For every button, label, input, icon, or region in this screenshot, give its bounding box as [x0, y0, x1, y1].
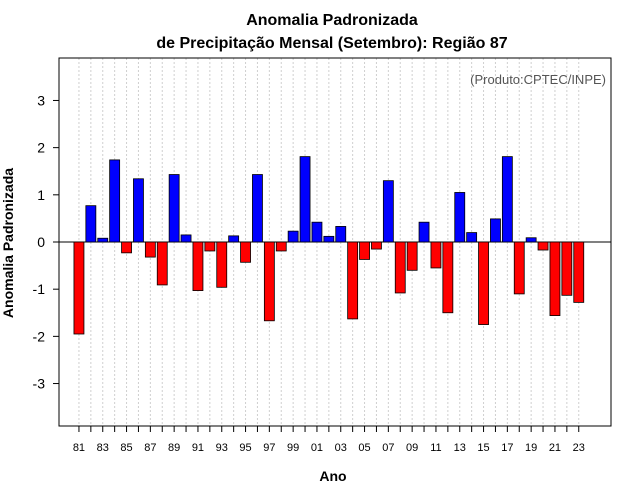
x-tick-label: 15: [477, 442, 489, 454]
bar-89: [168, 174, 180, 243]
x-tick-label: 13: [454, 442, 466, 454]
bar-18: [513, 241, 525, 295]
x-tick-label: 09: [406, 442, 418, 454]
x-tick-label: 03: [335, 442, 347, 454]
bar-10: [418, 221, 430, 243]
bar-81: [73, 241, 85, 335]
y-tick-label: 2: [37, 140, 45, 156]
y-tick-label: 0: [37, 234, 45, 250]
credit-text: (Produto:CPTEC/INPE): [470, 72, 606, 87]
y-tick-label: 1: [37, 187, 45, 203]
bar-11: [430, 241, 442, 269]
y-axis-label: Anomalia Padronizada: [0, 168, 16, 318]
x-axis: 81 83 85 87 89 91 93 95 97 99 01 03 05 07 09 11 13 15 17 19…: [73, 426, 585, 454]
bar-13: [454, 192, 466, 243]
x-axis-label: Ano: [319, 468, 346, 484]
bar-19: [525, 237, 537, 243]
bar-00: [299, 156, 311, 243]
x-tick-label: 95: [239, 442, 251, 454]
y-tick-label: -3: [33, 376, 46, 392]
x-tick-label: 89: [168, 442, 180, 454]
bar-83: [97, 237, 109, 243]
bar-07: [382, 180, 394, 243]
bar-05: [359, 241, 370, 260]
plot-frame: [58, 57, 612, 427]
x-tick-label: 99: [287, 442, 299, 454]
x-tick-label: 97: [263, 442, 275, 454]
bar-88: [156, 241, 168, 286]
bar-20: [537, 241, 549, 251]
bar-91: [192, 241, 204, 291]
y-tick-label: -1: [33, 281, 46, 297]
chart-title-line2: de Precipitação Mensal (Setembro): Regiã…: [156, 35, 507, 52]
bar-85: [121, 241, 132, 254]
x-tick-label: 83: [97, 442, 109, 454]
bars: [73, 156, 585, 335]
chart-title-line1: Anomalia Padronizada: [246, 12, 418, 29]
bar-21: [549, 241, 561, 316]
bar-95: [240, 241, 251, 263]
bar-08: [394, 241, 406, 294]
bar-22: [561, 241, 573, 296]
x-tick-label: 85: [120, 442, 132, 454]
bar-23: [573, 241, 585, 303]
bar-03: [335, 226, 347, 243]
bar-01: [311, 221, 323, 243]
bar-14: [466, 232, 478, 243]
bar-96: [252, 174, 263, 243]
bar-02: [323, 235, 335, 243]
bar-15: [478, 241, 489, 325]
x-tick-label: 23: [573, 442, 585, 454]
y-axis: -3 -2 -1 0 1 2 3: [33, 92, 59, 392]
bar-90: [180, 234, 192, 243]
bar-16: [490, 218, 501, 243]
bar-94: [228, 235, 240, 243]
x-tick-label: 93: [216, 442, 228, 454]
bar-12: [442, 241, 454, 314]
bar-98: [275, 241, 287, 252]
x-tick-label: 87: [144, 442, 156, 454]
bar-87: [144, 241, 156, 258]
bar-09: [406, 241, 418, 271]
x-tick-label: 07: [382, 442, 394, 454]
bar-92: [204, 241, 216, 252]
x-tick-label: 19: [525, 442, 537, 454]
x-tick-label: 21: [549, 442, 561, 454]
bar-99: [287, 230, 299, 243]
x-tick-label: 05: [358, 442, 370, 454]
bar-17: [501, 156, 513, 243]
x-tick-label: 11: [430, 442, 441, 454]
y-tick-label: 3: [37, 92, 45, 108]
bar-93: [216, 241, 228, 288]
bar-82: [85, 205, 97, 243]
bar-84: [109, 159, 121, 243]
bar-97: [263, 241, 275, 322]
x-tick-label: 91: [192, 442, 204, 454]
x-tick-label: 81: [73, 442, 85, 454]
x-tick-label: 01: [311, 442, 323, 454]
bar-04: [347, 241, 359, 320]
y-tick-label: -2: [33, 328, 46, 344]
bar-86: [133, 178, 144, 243]
x-tick-label: 17: [501, 442, 513, 454]
bar-06: [371, 241, 382, 250]
